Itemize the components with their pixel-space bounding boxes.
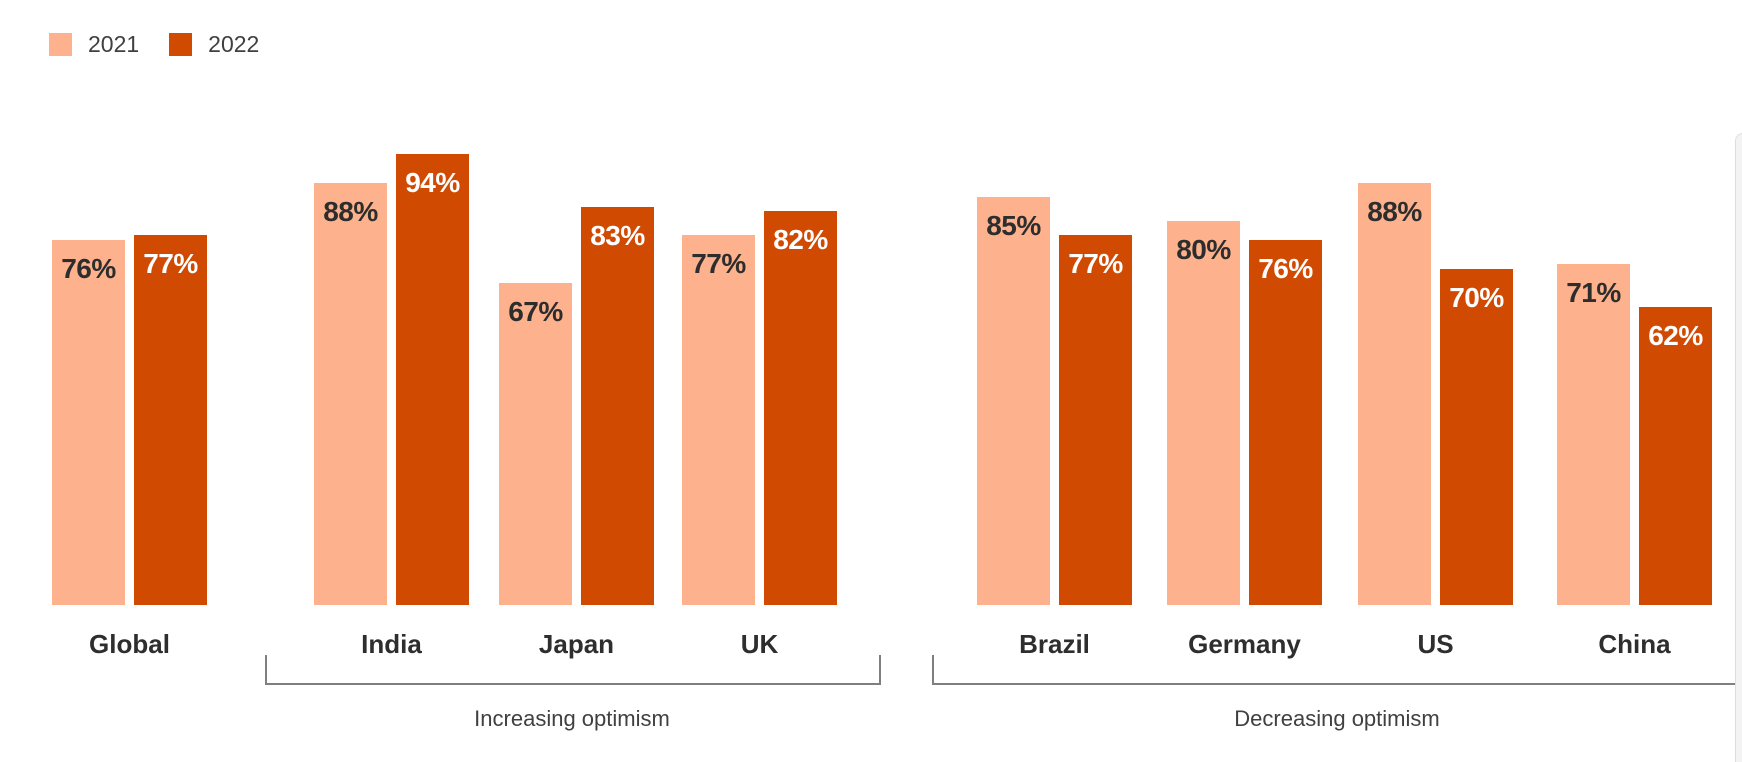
bar-us-2021: 88% (1358, 183, 1431, 605)
increasing-optimism-label: Increasing optimism (474, 706, 670, 731)
bar-value-label: 88% (1367, 196, 1422, 227)
chart-legend: 2021 2022 (49, 33, 259, 56)
next-card-edge (1735, 133, 1742, 762)
bar-value-label: 76% (61, 253, 116, 284)
legend-swatch-2021-icon (49, 33, 72, 56)
category-label-uk: UK (740, 629, 779, 659)
increasing-optimism-bracket (265, 655, 881, 685)
category-label-global: Global (89, 629, 170, 659)
bar-germany-2021: 80% (1167, 221, 1240, 605)
bar-india-2022: 94% (396, 154, 469, 605)
decreasing-optimism-label: Decreasing optimism (1234, 706, 1440, 731)
bar-value-label: 77% (1068, 248, 1123, 279)
bar-global-2022: 77% (134, 235, 207, 605)
decreasing-optimism-bracket (932, 655, 1742, 685)
bar-brazil-2021: 85% (977, 197, 1050, 605)
bar-value-label: 83% (590, 220, 645, 251)
bar-china-2022: 62% (1639, 307, 1712, 605)
bar-germany-2022: 76% (1249, 240, 1322, 605)
bar-value-label: 76% (1258, 253, 1313, 284)
bar-value-label: 82% (773, 224, 828, 255)
bar-india-2021: 88% (314, 183, 387, 605)
legend-label-2022: 2022 (208, 31, 260, 57)
bar-value-label: 88% (323, 196, 378, 227)
bar-value-label: 67% (508, 296, 563, 327)
bar-value-label: 62% (1648, 320, 1703, 351)
bar-china-2021: 71% (1557, 264, 1630, 605)
legend-swatch-2022-icon (169, 33, 193, 56)
legend-item-2021: 2021 (49, 33, 139, 56)
category-label-japan: Japan (538, 629, 615, 659)
bar-value-label: 77% (691, 248, 746, 279)
bar-value-label: 85% (986, 210, 1041, 241)
category-label-germany: Germany (1188, 629, 1301, 659)
bar-us-2022: 70% (1440, 269, 1513, 605)
bar-value-label: 80% (1176, 234, 1231, 265)
bar-uk-2021: 77% (682, 235, 755, 605)
legend-label-2021: 2021 (88, 31, 140, 57)
bar-japan-2022: 83% (581, 207, 654, 605)
category-label-us: US (1417, 629, 1454, 659)
category-label-india: India (361, 629, 422, 659)
bar-value-label: 70% (1449, 282, 1504, 313)
category-label-brazil: Brazil (1019, 629, 1090, 659)
bar-value-label: 71% (1566, 277, 1621, 308)
category-label-china: China (1598, 629, 1671, 659)
bar-brazil-2022: 77% (1059, 235, 1132, 605)
bar-value-label: 94% (405, 167, 460, 198)
bar-japan-2021: 67% (499, 283, 572, 605)
bar-global-2021: 76% (52, 240, 125, 605)
bar-uk-2022: 82% (764, 211, 837, 605)
bar-value-label: 77% (143, 248, 198, 279)
legend-item-2022: 2022 (169, 33, 259, 56)
